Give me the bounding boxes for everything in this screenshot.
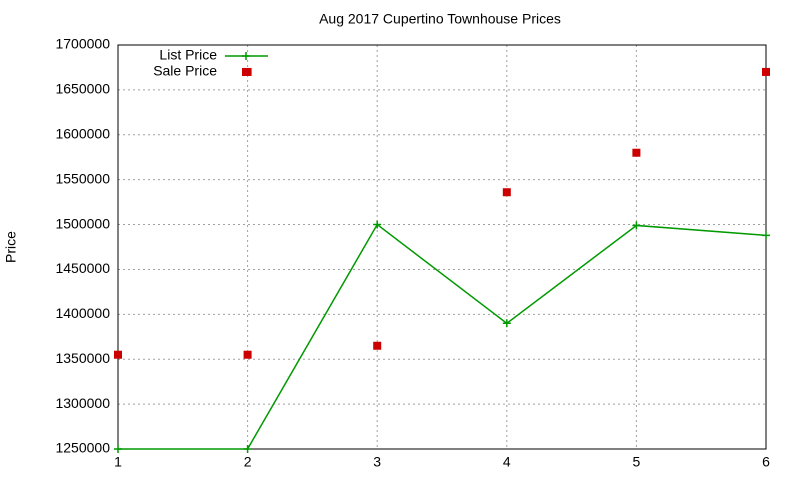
y-tick-label: 1450000 bbox=[55, 260, 110, 276]
x-tick-label: 4 bbox=[503, 454, 511, 470]
plot-border bbox=[117, 44, 767, 450]
x-tick-label: 2 bbox=[244, 454, 252, 470]
x-tick-label: 5 bbox=[633, 454, 641, 470]
y-tick-label: 1300000 bbox=[55, 395, 110, 411]
y-tick-label: 1650000 bbox=[55, 81, 110, 97]
marker bbox=[502, 188, 511, 197]
marker bbox=[762, 231, 770, 240]
marker bbox=[243, 350, 252, 359]
marker bbox=[762, 67, 770, 76]
series-line bbox=[118, 223, 767, 450]
x-tick-label: 3 bbox=[373, 454, 381, 470]
y-axis-label: Price bbox=[3, 231, 19, 263]
marker bbox=[632, 221, 641, 230]
y-tick-label: 1600000 bbox=[55, 125, 110, 141]
chart-title: Aug 2017 Cupertino Townhouse Prices bbox=[319, 11, 561, 27]
marker bbox=[114, 350, 122, 359]
y-tick-label: 1700000 bbox=[55, 36, 110, 52]
legend-label: Sale Price bbox=[153, 63, 217, 79]
x-tick-label: 6 bbox=[762, 454, 770, 470]
y-tick-label: 1350000 bbox=[55, 350, 110, 366]
marker bbox=[502, 319, 511, 328]
marker bbox=[373, 341, 382, 350]
marker bbox=[373, 220, 382, 229]
marker bbox=[114, 445, 122, 453]
y-tick-label: 1550000 bbox=[55, 170, 110, 186]
y-tick-label: 1250000 bbox=[55, 440, 110, 456]
y-tick-label: 1400000 bbox=[55, 305, 110, 321]
x-tick-label: 1 bbox=[114, 454, 122, 470]
marker bbox=[632, 148, 641, 157]
legend-marker bbox=[242, 52, 250, 60]
y-tick-label: 1500000 bbox=[55, 215, 110, 231]
marker bbox=[242, 68, 250, 76]
legend-label: List Price bbox=[159, 47, 217, 63]
marker bbox=[243, 445, 252, 453]
